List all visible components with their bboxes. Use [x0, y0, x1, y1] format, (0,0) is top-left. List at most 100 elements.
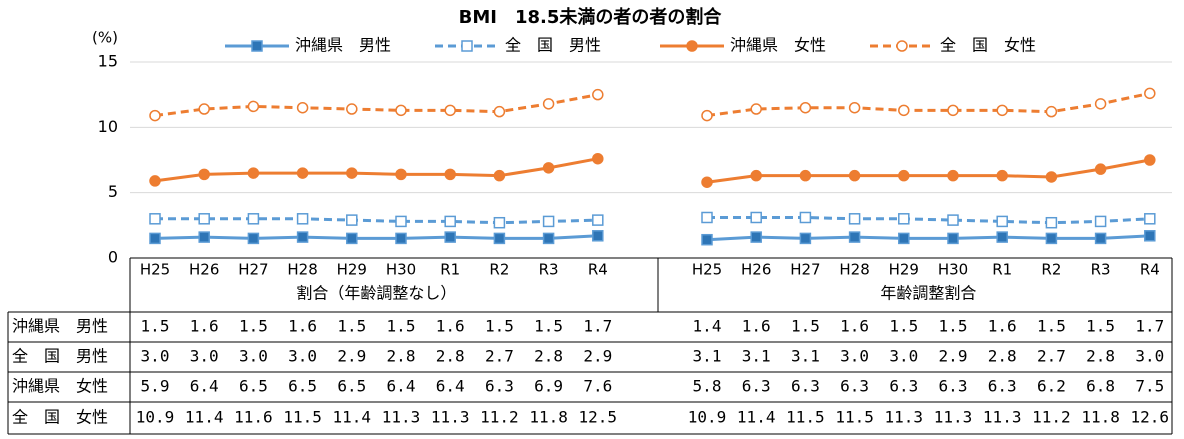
data-point	[149, 109, 161, 122]
data-point	[750, 103, 762, 115]
data-point	[346, 232, 358, 245]
x-tick-label: H28	[839, 261, 869, 279]
x-tick-label: R3	[1091, 261, 1111, 279]
legend-marker	[251, 40, 263, 52]
table-cell: 6.8	[1086, 377, 1115, 396]
data-point	[542, 232, 555, 245]
table-cell: 3.0	[239, 347, 268, 366]
data-point	[1094, 98, 1107, 110]
table-cell: 10.9	[136, 408, 175, 427]
table-cell: 2.9	[939, 347, 968, 366]
data-point	[848, 231, 861, 243]
data-point	[395, 104, 407, 117]
y-tick-label: 10	[98, 117, 118, 136]
table-cell: 1.6	[840, 317, 869, 336]
table-cell: 11.4	[333, 408, 372, 427]
data-point	[898, 213, 910, 225]
data-point	[799, 211, 812, 224]
data-point	[296, 213, 309, 225]
data-point	[750, 169, 762, 182]
series-line	[707, 215, 1150, 225]
data-point	[493, 169, 506, 182]
x-tick-label: H26	[741, 261, 771, 279]
table-cell: 2.9	[337, 347, 366, 366]
table-cell: 6.3	[939, 377, 968, 396]
row-label: 全 国 女性	[12, 408, 108, 427]
data-point	[592, 88, 604, 101]
data-point	[346, 214, 358, 226]
table-cell: 11.6	[234, 408, 273, 427]
table-cell: 7.6	[583, 377, 612, 396]
data-point	[149, 213, 161, 225]
table-cell: 11.3	[431, 408, 470, 427]
table-cell: 6.4	[190, 377, 219, 396]
data-point	[1144, 87, 1156, 100]
data-point	[395, 215, 407, 228]
data-point	[799, 169, 812, 182]
table-cell: 6.3	[485, 377, 514, 396]
table-cell: 1.5	[1037, 317, 1066, 336]
table-cell: 6.5	[239, 377, 268, 396]
table-cell: 3.0	[190, 347, 219, 366]
data-point	[1094, 163, 1107, 175]
x-tick-label: R2	[1041, 261, 1061, 279]
table-cell: 1.7	[1135, 317, 1164, 336]
table-cell: 2.9	[583, 347, 612, 366]
table-cell: 6.4	[387, 377, 416, 396]
data-point	[947, 104, 959, 117]
table-cell: 1.5	[791, 317, 820, 336]
data-point	[898, 232, 910, 245]
table-cell: 6.5	[337, 377, 366, 396]
series-line	[154, 157, 599, 183]
table-cell: 11.8	[1081, 408, 1120, 427]
table-cell: 10.9	[688, 408, 727, 427]
legend-marker	[686, 40, 698, 52]
x-axis-label: 年齢調整割合	[880, 284, 976, 303]
table-cell: 11.4	[737, 408, 776, 427]
data-point	[701, 109, 713, 122]
table-cell: 11.3	[983, 408, 1022, 427]
data-point	[947, 214, 959, 226]
legend-label: 沖縄県 女性	[730, 36, 826, 55]
data-point	[296, 231, 309, 243]
data-point	[493, 216, 506, 229]
data-point	[346, 167, 358, 179]
data-point	[750, 231, 762, 243]
data-point	[898, 104, 910, 117]
data-point	[898, 169, 910, 182]
table-cell: 11.5	[786, 408, 825, 427]
table-cell: 2.7	[1037, 347, 1066, 366]
table-cell: 3.0	[1135, 347, 1164, 366]
x-tick-label: H30	[386, 261, 416, 279]
table-cell: 6.3	[742, 377, 771, 396]
data-point	[592, 214, 604, 226]
data-point	[799, 232, 812, 245]
table-cell: 11.2	[1032, 408, 1071, 427]
table-cell: 3.0	[141, 347, 170, 366]
data-point	[996, 169, 1008, 182]
table-cell: 12.5	[579, 408, 618, 427]
row-label: 全 国 男性	[12, 347, 108, 366]
row-label: 沖縄県 男性	[12, 317, 108, 336]
x-tick-label: H27	[790, 261, 820, 279]
table-cell: 6.4	[436, 377, 465, 396]
data-point	[542, 162, 555, 174]
data-point	[1045, 105, 1058, 118]
table-cell: 1.7	[583, 317, 612, 336]
chart-title: BMI 18.5未満の者の者の割合	[459, 6, 723, 28]
table-cell: 1.6	[436, 317, 465, 336]
data-point	[701, 233, 713, 246]
table-cell: 6.3	[988, 377, 1017, 396]
x-tick-label: R4	[1140, 261, 1160, 279]
data-point	[848, 169, 861, 182]
data-point	[848, 213, 861, 225]
table-cell: 2.7	[485, 347, 514, 366]
x-tick-label: H29	[337, 261, 367, 279]
table-cell: 2.8	[1086, 347, 1115, 366]
table-cell: 5.8	[693, 377, 722, 396]
legend-marker	[896, 40, 908, 52]
table-cell: 11.3	[382, 408, 421, 427]
table-cell: 1.4	[693, 317, 722, 336]
data-point	[1045, 171, 1058, 183]
